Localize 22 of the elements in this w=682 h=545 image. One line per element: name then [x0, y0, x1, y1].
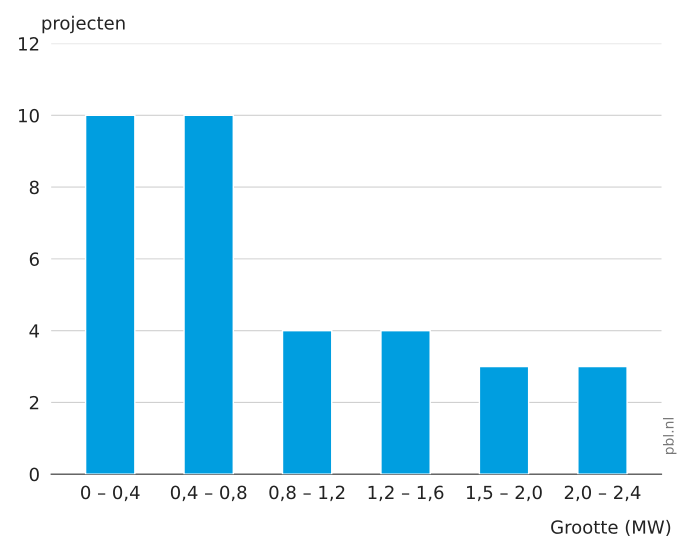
bar	[478, 366, 530, 474]
x-axis-title: Grootte (MW)	[551, 520, 670, 536]
y-tick-label: 12	[19, 37, 38, 50]
x-tick-label: 1,2 – 1,6	[368, 486, 444, 502]
y-tick-label: 2	[30, 396, 38, 410]
bar	[84, 114, 136, 474]
x-tick-label: 1,5 – 2,0	[467, 486, 542, 502]
y-axis-title: projecten	[42, 16, 125, 34]
x-tick-label: 0,8 – 1,2	[269, 486, 344, 502]
bar	[183, 114, 234, 474]
bar	[282, 330, 332, 474]
y-tick-label: 4	[29, 324, 40, 338]
y-tick-label: 0	[30, 468, 39, 482]
x-tick-label: 0 – 0,4	[81, 486, 140, 502]
y-tick-label: 10	[19, 108, 39, 122]
x-tick-label: 0,4 – 0,8	[170, 486, 246, 502]
y-tick-label: 6	[30, 252, 39, 266]
x-tick-label: 2,0 – 2,4	[564, 486, 640, 502]
y-tick-label: 8	[30, 180, 39, 194]
bar	[577, 366, 628, 474]
bar	[380, 330, 431, 474]
text: pbl.nl	[663, 418, 676, 454]
